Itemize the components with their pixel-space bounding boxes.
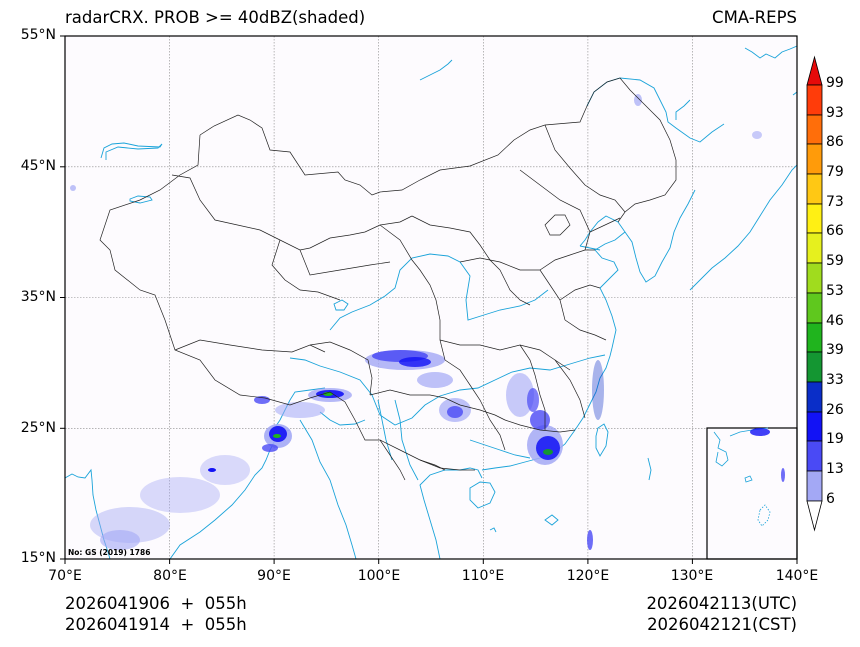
probability-shading: [70, 94, 762, 550]
colorbar-extend-max: [806, 55, 823, 86]
colorbar-label-46: 46: [826, 313, 844, 329]
boundaries: [99, 77, 677, 481]
colorbar-label-79: 79: [826, 164, 844, 180]
colorbar-label-53: 53: [826, 283, 844, 299]
init-time-block: 2026041906 + 055h 2026041914 + 055h: [65, 593, 247, 635]
colorbar-label-66: 66: [826, 223, 844, 239]
lon-label-70: 70°E: [48, 568, 82, 584]
colorbar: [806, 55, 823, 532]
lon-label-120: 120°E: [566, 568, 610, 584]
colorbar-label-99: 99: [826, 75, 844, 91]
lon-label-80: 80°E: [153, 568, 187, 584]
init-utc: 2026041906 + 055h: [65, 594, 247, 613]
lon-label-140: 140°E: [775, 568, 819, 584]
south-china-sea-inset: [706, 427, 798, 560]
valid-time-block: 2026042113(UTC) 2026042121(CST): [646, 593, 797, 635]
colorbar-label-73: 73: [826, 194, 844, 210]
lat-label-35: 35°N: [20, 289, 56, 305]
lat-label-45: 45°N: [20, 158, 56, 174]
colorbar-label-13: 13: [826, 461, 844, 477]
colorbar-label-39: 39: [826, 342, 844, 358]
colorbar-label-86: 86: [826, 134, 844, 150]
colorbar-label-26: 26: [826, 402, 844, 418]
colorbar-label-33: 33: [826, 372, 844, 388]
map-approval-number: No: GS (2019) 1786: [68, 548, 151, 557]
valid-cst: 2026042121(CST): [647, 615, 797, 634]
colorbar-label-19: 19: [826, 431, 844, 447]
lon-label-100: 100°E: [357, 568, 401, 584]
colorbar-extend-min: [806, 500, 823, 532]
valid-utc: 2026042113(UTC): [646, 594, 797, 613]
axis-ticks: [60, 35, 798, 564]
gridlines: [65, 36, 797, 559]
lon-label-110: 110°E: [461, 568, 505, 584]
lon-label-90: 90°E: [257, 568, 291, 584]
chart-title: radarCRX. PROB >= 40dBZ(shaded): [65, 8, 366, 27]
lat-label-55: 55°N: [20, 27, 56, 43]
colorbar-label-59: 59: [826, 253, 844, 269]
colorbar-label-93: 93: [826, 105, 844, 121]
model-name: CMA-REPS: [712, 8, 797, 27]
colorbar-label-6: 6: [826, 491, 835, 507]
lon-label-130: 130°E: [670, 568, 714, 584]
init-cst: 2026041914 + 055h: [65, 615, 247, 634]
lat-label-15: 15°N: [20, 550, 56, 566]
lat-label-25: 25°N: [20, 420, 56, 436]
